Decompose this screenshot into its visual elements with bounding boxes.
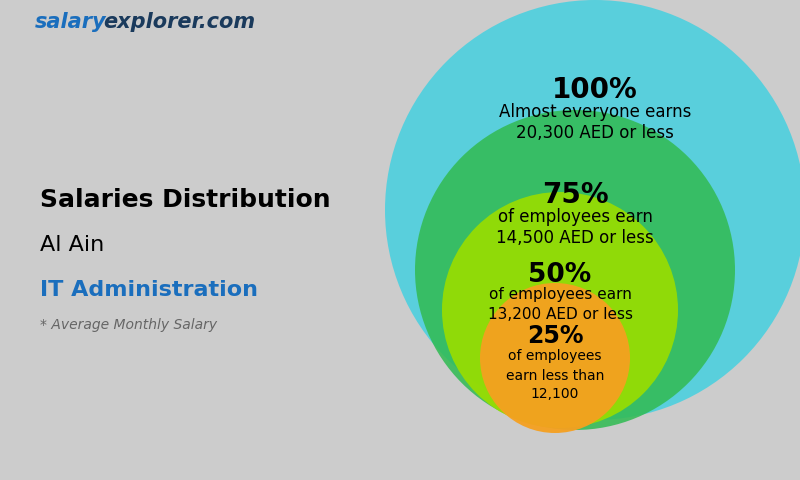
Text: 100%: 100% <box>552 76 638 104</box>
Text: of employees earn: of employees earn <box>489 288 631 302</box>
Circle shape <box>442 192 678 428</box>
Text: 75%: 75% <box>542 181 608 209</box>
Text: 14,500 AED or less: 14,500 AED or less <box>496 229 654 247</box>
Text: * Average Monthly Salary: * Average Monthly Salary <box>40 318 217 332</box>
Circle shape <box>415 110 735 430</box>
Circle shape <box>385 0 800 420</box>
Text: IT Administration: IT Administration <box>40 280 258 300</box>
Text: Salaries Distribution: Salaries Distribution <box>40 188 330 212</box>
Text: of employees earn: of employees earn <box>498 208 653 226</box>
Text: Almost everyone earns: Almost everyone earns <box>499 103 691 120</box>
Text: 25%: 25% <box>526 324 583 348</box>
Text: earn less than: earn less than <box>506 369 604 383</box>
Text: salary: salary <box>35 12 106 32</box>
Text: 13,200 AED or less: 13,200 AED or less <box>487 307 633 322</box>
Text: explorer.com: explorer.com <box>103 12 255 32</box>
Text: 50%: 50% <box>528 262 592 288</box>
Text: 20,300 AED or less: 20,300 AED or less <box>516 124 674 142</box>
Text: of employees: of employees <box>508 349 602 363</box>
Text: 12,100: 12,100 <box>531 387 579 401</box>
Circle shape <box>480 283 630 433</box>
Text: Al Ain: Al Ain <box>40 235 104 255</box>
